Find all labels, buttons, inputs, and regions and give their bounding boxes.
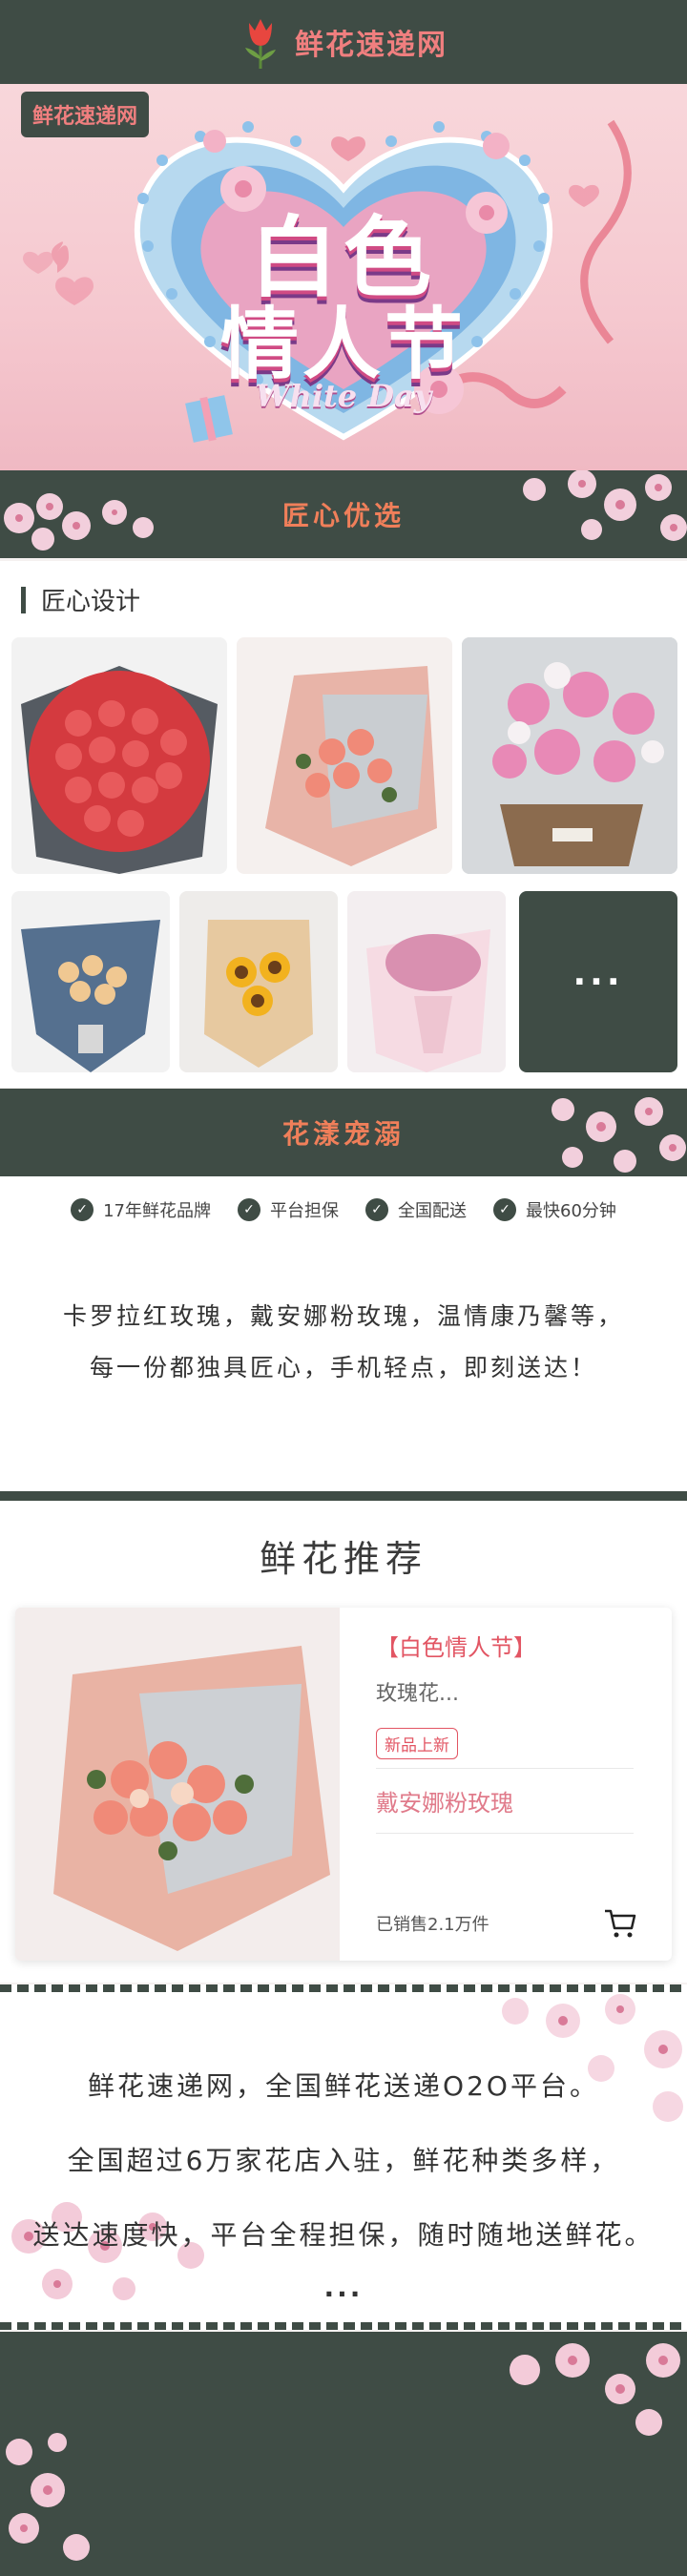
pink-basket-image [462,637,677,874]
section-title-pamper: 花漾宠溺 [281,1118,405,1150]
footer [0,2332,687,2576]
product-subtitle: 玫瑰花... [376,1682,459,1706]
product-card[interactable]: 【白色情人节】 玫瑰花... 新品上新 戴安娜粉玫瑰 已销售2.1万件 [15,1608,672,1961]
banner-tag: 鲜花速递网 [21,92,150,137]
blossom-right-icon [552,1097,686,1173]
product-thumb-gypsophila[interactable] [347,891,506,1072]
feature-desc-line-2: 每一份都独具匠心，手机轻点，即刻送达！ [89,1354,597,1381]
product-tag-title[interactable]: 【白色情人节】 [376,1634,536,1661]
subhead-bar [21,586,26,613]
about-more-dots: ··· [323,2278,364,2310]
section-title-selected: 匠心优选 [281,500,405,531]
check-icon: ✓ [365,1198,388,1221]
about-line-3: 送达速度快，平台全程担保，随时随地送鲜花。 [32,2219,655,2251]
section-bar-selected: 匠心优选 [0,470,687,558]
feature-badge: ✓ 17年鲜花品牌 [71,1197,211,1222]
banner-artwork [23,119,632,443]
blossom-left-icon [6,2433,90,2561]
feature-badge-label: 最快60分钟 [526,1201,616,1221]
banner-headline-1: 白色 [249,207,437,309]
section-divider [0,1491,687,1501]
blossom-right-icon [523,470,687,541]
design-section: 匠心设计 [0,561,687,1088]
recommend-title: 鲜花推荐 [259,1538,427,1580]
info-divider [376,1833,634,1834]
feature-badges: ✓ 17年鲜花品牌 ✓ 平台担保 ✓ 全国配送 ✓ 最快60分钟 [0,1176,687,1222]
product-thumb-peach-roses[interactable] [237,637,452,874]
section-bar-pamper: 花漾宠溺 [0,1089,687,1176]
features-section: ✓ 17年鲜花品牌 ✓ 平台担保 ✓ 全国配送 ✓ 最快60分钟 卡罗拉红玫瑰，戴安娜粉… [0,1176,687,1491]
check-icon: ✓ [238,1198,260,1221]
about-text: 鲜花速递网，全国鲜花送递O2O平台。 全国超过6万家花店入驻，鲜花种类多样， 送… [0,2049,687,2273]
product-info: 【白色情人节】 玫瑰花... 新品上新 戴安娜粉玫瑰 已销售2.1万件 [376,1608,653,1961]
about-section: 鲜花速递网，全国鲜花送递O2O平台。 全国超过6万家花店入驻，鲜花种类多样， 送… [0,1992,687,2322]
product-thumb-champagne-roses[interactable] [11,891,170,1072]
sunflower-image [204,920,313,1068]
about-line-1: 鲜花速递网，全国鲜花送递O2O平台。 [88,2070,599,2102]
champagne-roses-image [21,920,160,1072]
new-product-badge: 新品上新 [376,1728,458,1759]
feature-desc-line-1: 卡罗拉红玫瑰，戴安娜粉玫瑰，温情康乃馨等， [62,1302,624,1330]
sold-count: 已销售2.1万件 [376,1915,489,1935]
product-thumb-sunflower[interactable] [179,891,338,1072]
feature-badge-label: 17年鲜花品牌 [103,1201,211,1221]
blossom-right-icon [510,2343,680,2436]
feature-description: 卡罗拉红玫瑰，戴安娜粉玫瑰，温情康乃馨等， 每一份都独具匠心，手机轻点，即刻送达… [0,1291,687,1394]
product-thumb-red-roses[interactable] [11,637,227,874]
product-bouquet-image [15,1608,340,1961]
info-divider [376,1768,634,1769]
site-title: 鲜花速递网 [295,29,448,62]
tulip-logo-icon [239,13,281,71]
red-roses-image [21,666,218,874]
more-button[interactable]: ··· [519,891,677,1072]
feature-badge-label: 全国配送 [398,1201,467,1221]
dashed-divider [0,1984,687,1992]
banner-sub: White Day [255,378,432,414]
check-icon: ✓ [493,1198,516,1221]
recommend-section: 鲜花推荐 【白色情人节】 玫瑰花... 新品上新 戴安娜粉玫瑰 已销售2.1万件 [0,1501,687,1983]
design-subhead: 匠心设计 [21,582,140,617]
product-thumb-pink-basket[interactable] [462,637,677,874]
product-photo[interactable] [15,1608,340,1961]
blossom-right-icon [502,1994,683,2122]
blossom-left-icon [4,493,154,551]
banner-headline-2: 情人节 [219,300,467,390]
gypsophila-image [366,929,490,1072]
dashed-divider [0,2322,687,2330]
design-subhead-label: 匠心设计 [41,588,141,616]
peach-roses-image [265,666,437,866]
app-header: 鲜花速递网 [0,0,687,84]
feature-badge: ✓ 平台担保 [238,1197,339,1222]
cart-icon[interactable] [601,1903,639,1942]
blossom-left-icon [11,2202,204,2300]
about-line-2: 全国超过6万家花店入驻，鲜花种类多样， [67,2145,620,2176]
hero-banner[interactable]: 白色 情人节 White Day 鲜花速递网 [0,84,687,470]
feature-badge-label: 平台担保 [270,1201,339,1221]
product-name[interactable]: 戴安娜粉玫瑰 [376,1790,513,1817]
check-icon: ✓ [71,1198,94,1221]
feature-badge: ✓ 全国配送 [365,1197,467,1222]
feature-badge: ✓ 最快60分钟 [493,1197,616,1222]
